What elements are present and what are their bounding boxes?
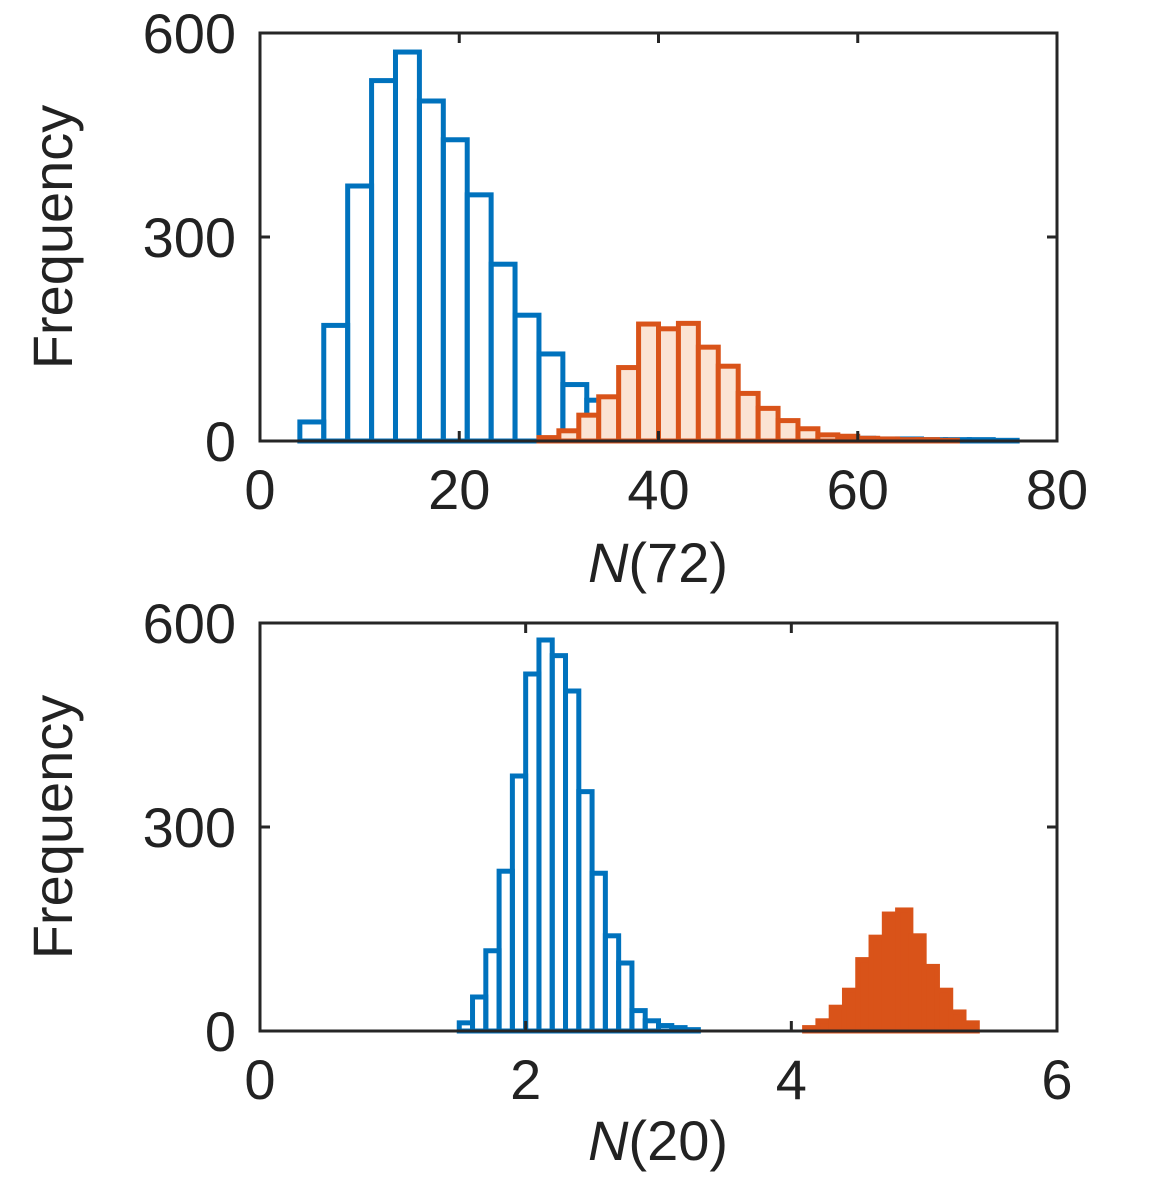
x-axis-title: N(20) bbox=[588, 1109, 728, 1172]
y-axis-title: Frequency bbox=[21, 105, 84, 370]
bar-orange-12 bbox=[775, 418, 801, 444]
x-axis-variable: N bbox=[588, 531, 629, 594]
bar-blue-4 bbox=[392, 49, 422, 444]
x-tick-label: 40 bbox=[627, 458, 689, 521]
bar-blue-7 bbox=[464, 192, 494, 444]
y-tick-label: 0 bbox=[205, 410, 236, 473]
bar-blue-5 bbox=[416, 98, 446, 444]
x-tick-label: 20 bbox=[428, 458, 490, 521]
bar-orange-6 bbox=[656, 326, 681, 444]
series-orange bbox=[802, 907, 980, 1034]
y-axis-title: Frequency bbox=[21, 695, 84, 960]
x-tick-label: 4 bbox=[776, 1048, 807, 1111]
bar-orange-3 bbox=[596, 394, 622, 444]
bar-blue-3 bbox=[369, 78, 398, 444]
bar-blue-10 bbox=[536, 351, 566, 444]
histogram-panel-top: 0 20 40 60 80 0 300 600 Frequency N(72) bbox=[21, 2, 1088, 594]
x-tick-label: 6 bbox=[1041, 1048, 1072, 1111]
histogram-panel-bottom: 0 2 4 6 0 300 600 Frequency N(20) bbox=[21, 592, 1073, 1172]
x-axis-variable: N bbox=[588, 1109, 629, 1172]
x-tick-label: 0 bbox=[244, 1048, 275, 1111]
x-tick-label: 80 bbox=[1026, 458, 1088, 521]
x-tick-label: 0 bbox=[244, 458, 275, 521]
x-axis-argument: (20) bbox=[628, 1109, 728, 1172]
bar-orange-13 bbox=[795, 426, 821, 444]
bar-blue-6 bbox=[440, 137, 470, 444]
bar-orange-4 bbox=[616, 365, 642, 444]
bar-orange-1 bbox=[556, 428, 582, 444]
y-tick-label: 600 bbox=[143, 2, 236, 65]
bar-orange-8 bbox=[695, 344, 721, 444]
bar-blue-0 bbox=[297, 419, 327, 444]
bar-orange-2 bbox=[576, 412, 602, 444]
ticks-layer: 0 2 4 6 0 300 600 bbox=[143, 592, 1073, 1111]
series-orange bbox=[536, 320, 960, 444]
y-tick-label: 0 bbox=[205, 1000, 236, 1063]
series-blue bbox=[456, 637, 701, 1034]
bars-layer bbox=[456, 637, 980, 1034]
bar-orange-5 bbox=[636, 321, 662, 444]
ticks-layer: 0 20 40 60 80 0 300 600 bbox=[143, 2, 1089, 521]
x-tick-label: 60 bbox=[827, 458, 889, 521]
bar-blue-9 bbox=[512, 312, 542, 444]
x-axis-title: N(72) bbox=[588, 531, 728, 594]
bar-blue-8 bbox=[488, 261, 518, 444]
y-tick-label: 300 bbox=[143, 796, 236, 859]
bar-orange-11 bbox=[755, 405, 781, 444]
bar-orange-9 bbox=[715, 363, 741, 444]
y-tick-label: 300 bbox=[143, 206, 236, 269]
bar-orange-10 bbox=[735, 390, 761, 444]
x-tick-label: 2 bbox=[510, 1048, 541, 1111]
bar-blue-1 bbox=[321, 322, 351, 444]
bars-layer bbox=[297, 49, 1020, 444]
bar-orange-7 bbox=[675, 320, 701, 444]
y-tick-label: 600 bbox=[143, 592, 236, 655]
x-axis-argument: (72) bbox=[628, 531, 728, 594]
bar-blue-2 bbox=[345, 183, 375, 444]
